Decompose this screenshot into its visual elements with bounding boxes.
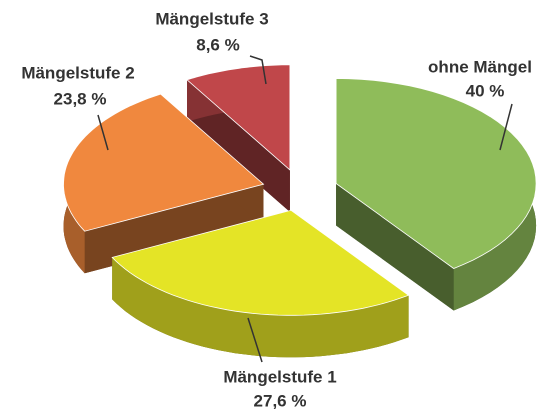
slice [63,93,265,232]
category-label: Mängelstufe 1 [223,367,336,386]
slice [186,64,291,171]
slice-cut [84,184,264,274]
value-label: 8,6 % [196,35,239,54]
category-label: Mängelstufe 2 [21,63,134,82]
leader-line [247,317,263,363]
category-label: ohne Mängel [428,57,532,76]
value-label: 27,6 % [254,391,307,410]
slice-cut [336,183,454,311]
leader-line [97,114,109,151]
leader-line [249,55,267,85]
category-label: Mängelstufe 3 [155,9,268,28]
leader-line [499,103,513,151]
slice [111,209,410,316]
slice [335,78,537,269]
value-label: 23,8 % [54,89,107,108]
slice-wall [112,257,409,358]
pie [63,64,537,358]
value-label: 40 % [466,81,505,100]
